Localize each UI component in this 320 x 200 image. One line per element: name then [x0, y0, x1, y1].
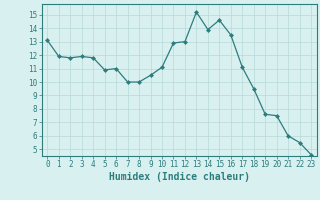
- X-axis label: Humidex (Indice chaleur): Humidex (Indice chaleur): [109, 172, 250, 182]
